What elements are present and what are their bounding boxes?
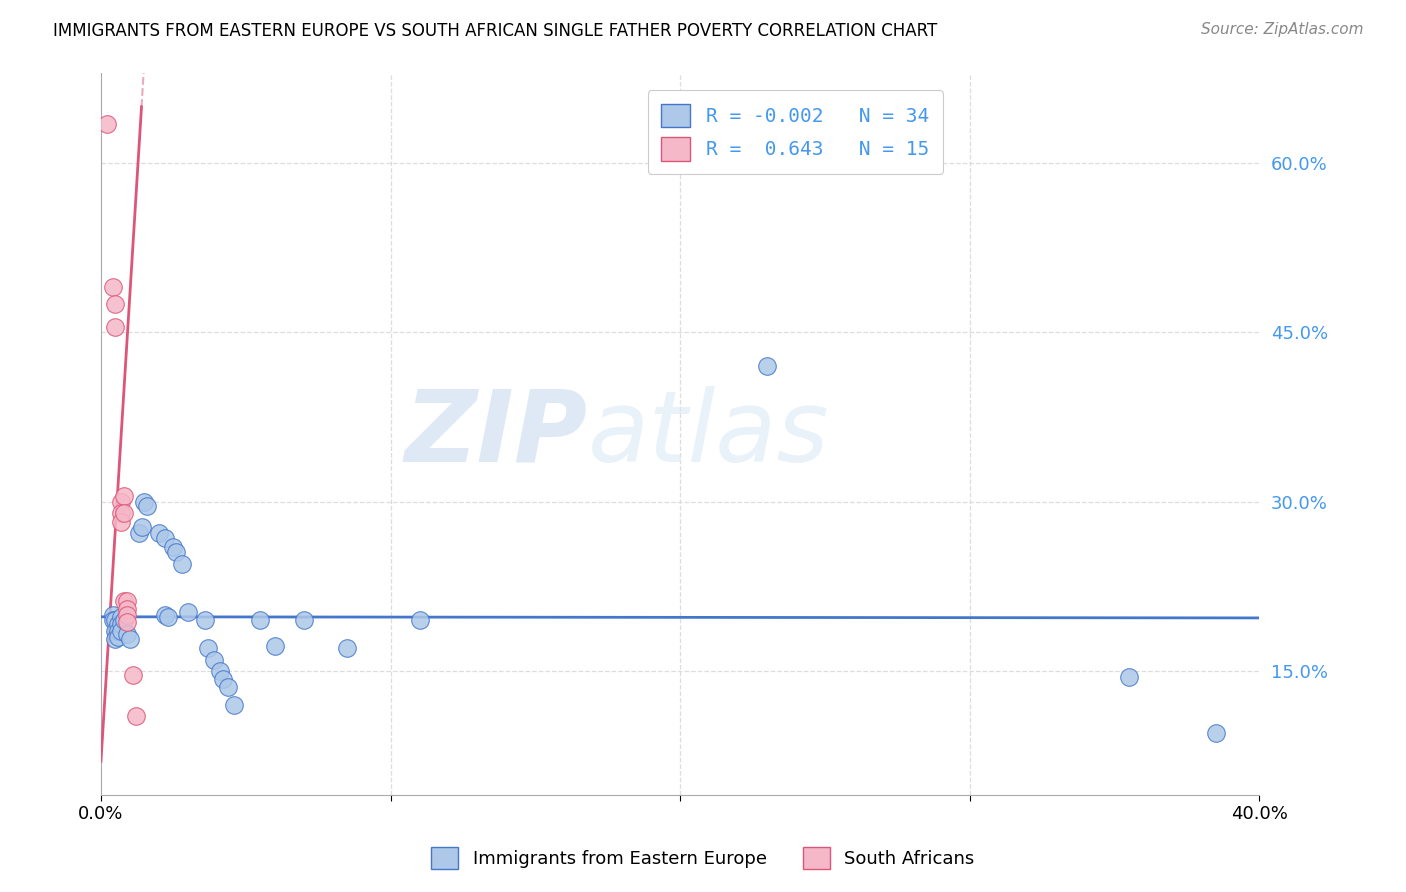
Point (96, 117, 118, 131)
Point (110, 494, 132, 508)
Point (101, 607, 124, 622)
Text: ZIP: ZIP (405, 385, 588, 483)
Point (104, 613, 127, 627)
Text: atlas: atlas (588, 385, 830, 483)
Point (1118, 670, 1140, 684)
Point (148, 526, 170, 541)
Point (756, 359, 779, 374)
Point (263, 639, 285, 653)
Point (217, 680, 239, 694)
Point (165, 545, 187, 559)
Point (112, 613, 135, 627)
Point (177, 605, 200, 619)
Point (110, 624, 132, 639)
Point (107, 616, 129, 631)
Point (121, 668, 143, 682)
Point (128, 526, 150, 541)
Text: Source: ZipAtlas.com: Source: ZipAtlas.com (1201, 22, 1364, 37)
Point (208, 664, 231, 678)
Point (125, 709, 148, 723)
Point (107, 630, 129, 644)
Point (104, 624, 127, 639)
Point (104, 319, 127, 334)
Point (110, 609, 132, 624)
Point (104, 297, 127, 311)
Point (101, 613, 124, 627)
Point (115, 607, 138, 622)
Point (153, 531, 176, 545)
Point (249, 613, 271, 627)
Point (112, 489, 135, 503)
Point (131, 519, 153, 533)
Point (194, 613, 217, 627)
Point (110, 616, 132, 631)
Point (115, 626, 138, 640)
Point (101, 280, 124, 294)
Point (115, 594, 138, 608)
Point (153, 607, 176, 622)
Point (156, 609, 179, 624)
Point (118, 632, 141, 647)
Point (104, 632, 127, 647)
Text: IMMIGRANTS FROM EASTERN EUROPE VS SOUTH AFRICAN SINGLE FATHER POVERTY CORRELATIO: IMMIGRANTS FROM EASTERN EUROPE VS SOUTH … (53, 22, 938, 40)
Point (224, 698, 246, 712)
Legend: Immigrants from Eastern Europe, South Africans: Immigrants from Eastern Europe, South Af… (422, 838, 984, 879)
Point (134, 494, 156, 508)
Point (110, 515, 132, 529)
Point (112, 506, 135, 520)
Point (408, 613, 430, 627)
Point (136, 500, 159, 514)
Point (112, 594, 135, 608)
Point (110, 506, 132, 520)
Point (202, 653, 225, 667)
Point (197, 641, 219, 656)
Point (115, 615, 138, 630)
Point (115, 602, 138, 616)
Point (211, 672, 233, 686)
Point (336, 641, 359, 656)
Point (170, 557, 193, 571)
Legend: R = -0.002   N = 34, R =  0.643   N = 15: R = -0.002 N = 34, R = 0.643 N = 15 (648, 90, 943, 174)
Point (1205, 726, 1227, 740)
Point (107, 624, 129, 639)
Point (292, 613, 315, 627)
Point (162, 540, 184, 554)
